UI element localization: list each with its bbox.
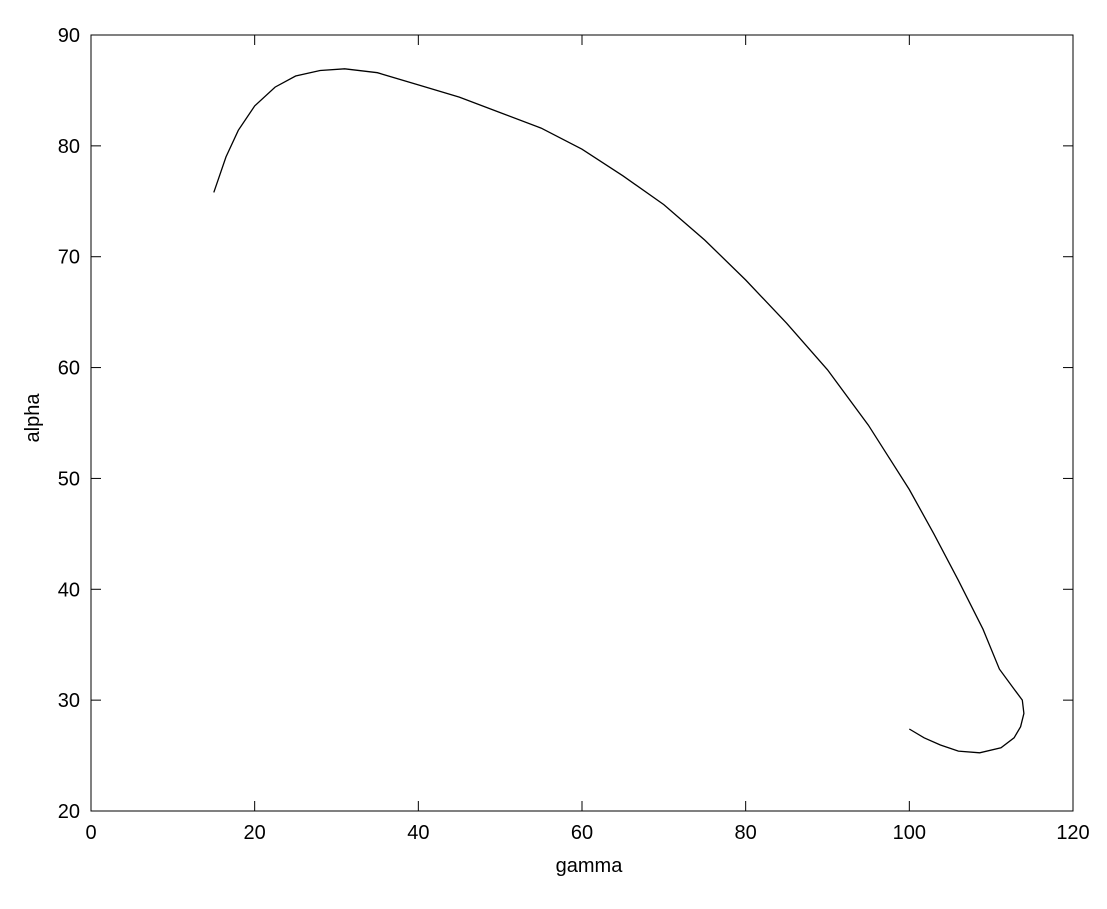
x-tick-label: 0: [85, 822, 96, 844]
y-axis-label: alpha: [22, 393, 44, 443]
y-tick-label: 50: [58, 468, 80, 490]
y-tick-label: 90: [58, 25, 80, 47]
x-tick-label: 100: [893, 822, 926, 844]
y-tick-labels: 20 30 40 50 60 70 80 90: [58, 25, 80, 823]
x-tick-label: 120: [1056, 822, 1089, 844]
y-tick-label: 70: [58, 247, 80, 269]
y-tick-label: 80: [58, 136, 80, 158]
y-tick-label: 30: [58, 690, 80, 712]
x-tick-label: 40: [407, 822, 429, 844]
y-tick-label: 20: [58, 801, 80, 823]
x-tick-label: 60: [571, 822, 593, 844]
series-line: [213, 68, 1025, 754]
x-tick-label: 20: [244, 822, 266, 844]
y-tick-label: 40: [58, 579, 80, 601]
x-tick-labels: 0 20 40 60 80 100 120: [85, 822, 1089, 844]
axis-ticks: [90, 34, 1074, 812]
plot-area: [90, 34, 1074, 812]
y-tick-label: 60: [58, 358, 80, 380]
x-tick-label: 80: [735, 822, 757, 844]
x-axis-label: gamma: [556, 855, 624, 877]
